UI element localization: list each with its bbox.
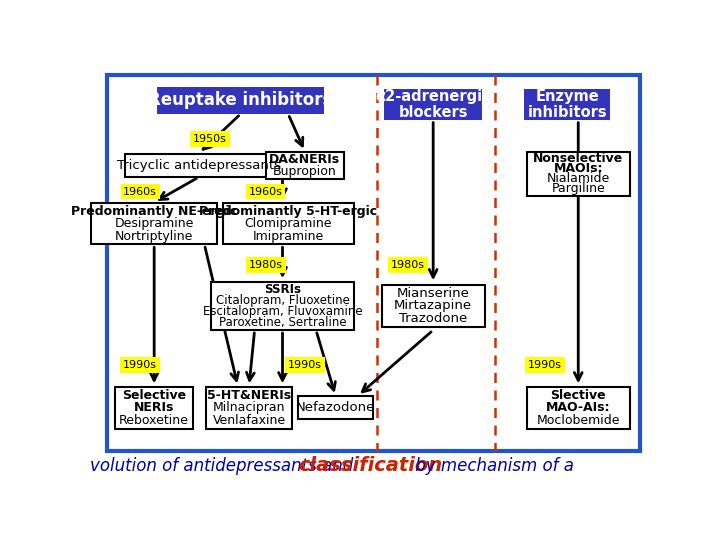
Text: 1980s: 1980s: [391, 260, 425, 270]
FancyBboxPatch shape: [524, 89, 611, 120]
Text: 1980s: 1980s: [249, 260, 283, 270]
FancyBboxPatch shape: [212, 282, 354, 330]
FancyBboxPatch shape: [91, 203, 217, 245]
Text: 1960s: 1960s: [123, 187, 157, 197]
Text: Mirtazapine: Mirtazapine: [394, 300, 472, 313]
Text: Desipramine: Desipramine: [114, 217, 194, 230]
Text: Nortriptyline: Nortriptyline: [115, 230, 194, 243]
Text: Paroxetine, Sertraline: Paroxetine, Sertraline: [219, 316, 346, 329]
Text: Milnacipran: Milnacipran: [213, 401, 285, 414]
Text: Clomipramine: Clomipramine: [244, 217, 332, 230]
Text: blockers: blockers: [398, 105, 468, 119]
Text: inhibitors: inhibitors: [527, 105, 607, 119]
Text: Pargiline: Pargiline: [552, 183, 605, 195]
Text: Escitalopram, Fluvoxamine: Escitalopram, Fluvoxamine: [203, 305, 362, 318]
Text: 5-HT&NERIs: 5-HT&NERIs: [207, 389, 291, 402]
Text: Slective: Slective: [550, 389, 606, 402]
Text: Reboxetine: Reboxetine: [120, 414, 189, 427]
Text: SSRIs: SSRIs: [264, 283, 301, 296]
Text: 1960s: 1960s: [249, 187, 283, 197]
Text: Mianserine: Mianserine: [397, 287, 469, 300]
Text: Selective: Selective: [122, 389, 186, 402]
Text: Nialamide: Nialamide: [546, 172, 610, 185]
FancyBboxPatch shape: [298, 396, 373, 419]
Text: Tricyclic antidepressants: Tricyclic antidepressants: [117, 159, 281, 172]
FancyBboxPatch shape: [107, 75, 639, 451]
FancyBboxPatch shape: [157, 86, 324, 113]
Text: α2-adrenergic: α2-adrenergic: [375, 89, 491, 104]
FancyBboxPatch shape: [382, 285, 485, 327]
Text: NERIs: NERIs: [134, 401, 174, 414]
Text: Imipramine: Imipramine: [253, 230, 324, 243]
Text: Reuptake inhibitors: Reuptake inhibitors: [148, 91, 333, 109]
Text: 1950s: 1950s: [193, 134, 227, 144]
Text: 1990s: 1990s: [528, 360, 562, 370]
FancyBboxPatch shape: [206, 387, 292, 429]
FancyBboxPatch shape: [526, 387, 630, 429]
Text: Venlafaxine: Venlafaxine: [212, 414, 286, 427]
FancyBboxPatch shape: [115, 387, 193, 429]
Text: by mechanism of a: by mechanism of a: [410, 457, 574, 475]
Text: MAO-AIs:: MAO-AIs:: [546, 401, 611, 414]
Text: 1990s: 1990s: [123, 360, 157, 370]
FancyBboxPatch shape: [526, 152, 630, 195]
Text: Predominantly NE-ergic: Predominantly NE-ergic: [71, 205, 237, 218]
FancyBboxPatch shape: [222, 203, 354, 245]
FancyBboxPatch shape: [125, 154, 273, 177]
Text: Nonselective: Nonselective: [533, 152, 624, 165]
Text: Predominantly 5-HT-ergic: Predominantly 5-HT-ergic: [199, 205, 377, 218]
Text: volution of antidepressants and: volution of antidepressants and: [90, 457, 359, 475]
Text: classification: classification: [298, 456, 442, 475]
Text: Bupropion: Bupropion: [273, 165, 337, 178]
Text: MAOIs:: MAOIs:: [554, 162, 603, 175]
Text: 1990s: 1990s: [288, 360, 322, 370]
FancyBboxPatch shape: [266, 152, 344, 179]
Text: Nefazodone: Nefazodone: [296, 401, 375, 414]
Text: Trazodone: Trazodone: [399, 312, 467, 325]
Text: Enzyme: Enzyme: [535, 89, 599, 104]
Text: Moclobemide: Moclobemide: [536, 414, 620, 427]
Text: Citalopram, Fluoxetine: Citalopram, Fluoxetine: [215, 294, 349, 307]
FancyBboxPatch shape: [384, 89, 482, 120]
Text: DA&NERIs: DA&NERIs: [269, 153, 341, 166]
